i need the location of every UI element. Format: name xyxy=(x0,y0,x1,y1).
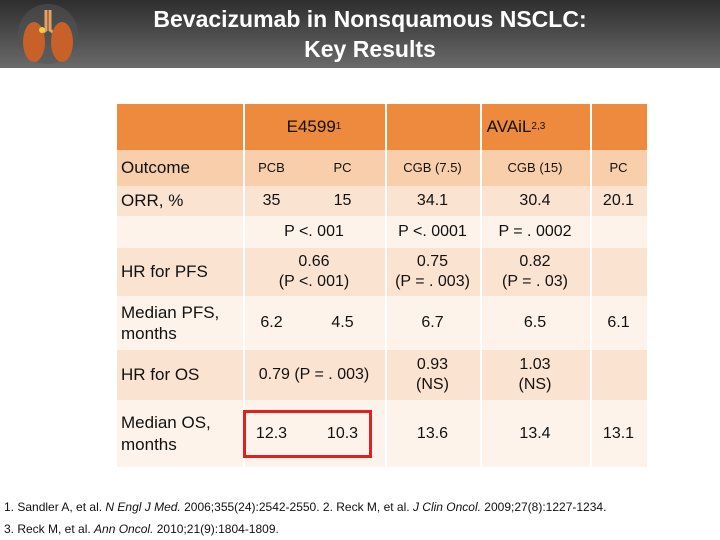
table-cell: 35 xyxy=(262,192,281,209)
footnote-text: 2010;21(9):1804-1809. xyxy=(153,522,279,536)
row-background xyxy=(117,216,647,248)
title-line: Bevacizumab in Nonsquamous NSCLC: xyxy=(153,6,587,32)
footnote-text: 3. Reck M, et al. xyxy=(4,522,95,536)
group-name: E4599 xyxy=(286,117,336,137)
table-cell: 20.1 xyxy=(602,192,635,209)
column-header: CGB (7.5) xyxy=(403,159,462,175)
row-label: HR for PFS xyxy=(121,262,208,282)
column-header: PC xyxy=(333,159,352,175)
table-cell: 13.1 xyxy=(602,424,635,442)
table-cell: 30.4 xyxy=(519,192,551,209)
table-cell: 13.6 xyxy=(416,424,449,442)
table-cell: 1.03 (NS) xyxy=(518,356,552,393)
footnote-text: 2006;355(24):2542-2550. 2. Reck M, et al… xyxy=(180,500,413,514)
row-background xyxy=(117,186,647,216)
group-header: AVAiL 2,3 xyxy=(385,104,647,150)
table-cell: 15 xyxy=(333,192,352,209)
table-cell: P <. 0001 xyxy=(398,223,467,240)
table-cell: 6.5 xyxy=(523,314,547,331)
column-divider xyxy=(480,104,482,467)
table-cell: 6.7 xyxy=(421,314,444,331)
row-label: ORR, % xyxy=(121,191,184,211)
row-background xyxy=(117,248,647,296)
row-background xyxy=(117,350,647,400)
reference: 1 xyxy=(335,120,342,132)
table-cell: 0.66 (P <. 001) xyxy=(278,253,350,290)
title-line: Key Results xyxy=(304,36,436,62)
reference: 2,3 xyxy=(531,120,546,132)
table-cell: 6.1 xyxy=(607,314,630,331)
lung-icon xyxy=(18,4,78,64)
row-label: Median PFS, months xyxy=(121,302,220,343)
table-cell: 0.82 (P = . 03) xyxy=(502,253,568,290)
row-background xyxy=(117,104,647,150)
footnote-text: J Clin Oncol. xyxy=(412,500,481,514)
column-header: CGB (15) xyxy=(507,159,563,175)
table-cell: 13.4 xyxy=(519,424,551,442)
footnote-text: 1. Sandler A, et al. xyxy=(4,500,106,514)
footnote-text: Ann Oncol. xyxy=(94,522,154,536)
table-cell: P = . 0002 xyxy=(498,223,572,240)
footnote-text: N Engl J Med. xyxy=(105,500,181,514)
column-divider xyxy=(243,104,245,467)
table-cell: 0.93 (NS) xyxy=(416,356,449,393)
row-label: HR for OS xyxy=(121,365,200,385)
column-divider xyxy=(385,104,387,467)
highlight-box xyxy=(243,410,372,458)
group-name: AVAiL xyxy=(486,117,532,137)
table-cell: 34.1 xyxy=(416,192,449,209)
row-label: Median OS, months xyxy=(121,413,211,454)
group-header: E4599 1 xyxy=(243,104,385,150)
row-background xyxy=(117,400,647,467)
table-cell: 10.3 xyxy=(326,424,359,442)
table-cell: 4.5 xyxy=(331,314,354,331)
footnote: 1. Sandler A, et al. N Engl J Med. 2006;… xyxy=(4,500,606,514)
row-background xyxy=(117,296,647,350)
column-label: Outcome xyxy=(121,158,190,178)
title-bar: Bevacizumab in Nonsquamous NSCLC: Key Re… xyxy=(0,0,720,68)
column-divider xyxy=(590,104,592,467)
footnote-text: 2009;27(8):1227-1234. xyxy=(480,500,607,514)
table-cell: 6.2 xyxy=(260,314,283,331)
column-header: PC xyxy=(609,159,628,175)
table-cell: 12.3 xyxy=(255,424,288,442)
table-cell: P <. 001 xyxy=(284,223,344,240)
table-cell: 0.79 (P = . 003) xyxy=(258,366,370,383)
row-background xyxy=(117,150,647,186)
table-cell: 0.75 (P = . 003) xyxy=(395,253,470,290)
column-header: PCB xyxy=(258,159,285,175)
footnote: 3. Reck M, et al. Ann Oncol. 2010;21(9):… xyxy=(4,522,279,536)
